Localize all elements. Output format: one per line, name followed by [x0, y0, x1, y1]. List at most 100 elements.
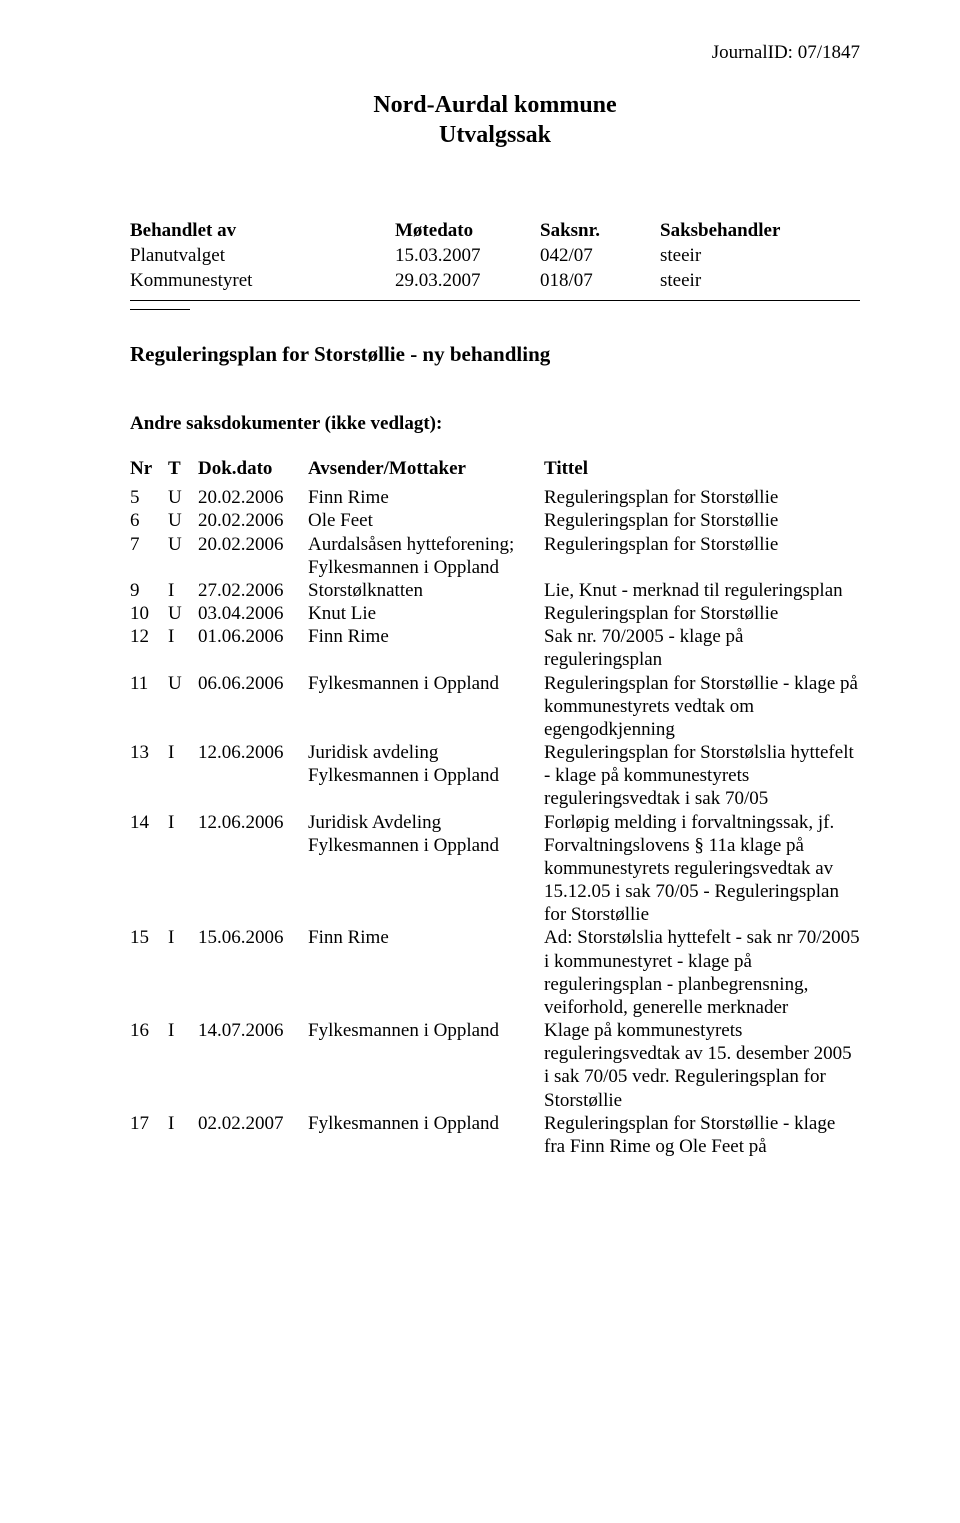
meta-head-row: Behandlet av Møtedato Saksnr. Saksbehand… — [130, 220, 860, 242]
doc-sender: Aurdalsåsen hytteforening; Fylkesmannen … — [308, 533, 544, 579]
doc-t: I — [168, 1019, 198, 1042]
doc-t: U — [168, 602, 198, 625]
documents-table: Nr T Dok.dato Avsender/Mottaker Tittel 5… — [130, 457, 860, 1158]
doc-sender: Ole Feet — [308, 509, 544, 532]
doc-head-date: Dok.dato — [198, 457, 308, 480]
doc-nr: 5 — [130, 486, 168, 509]
doc-row: 7U20.02.2006Aurdalsåsen hytteforening; F… — [130, 533, 860, 579]
doc-head-nr: Nr — [130, 457, 168, 480]
doc-head-t: T — [168, 457, 198, 480]
doc-date: 15.06.2006 — [198, 926, 308, 949]
doc-nr: 12 — [130, 625, 168, 648]
document-header: Nord-Aurdal kommune Utvalgssak — [335, 90, 655, 150]
case-title: Reguleringsplan for Storstøllie - ny beh… — [130, 342, 860, 367]
doc-t: I — [168, 741, 198, 764]
doc-date: 14.07.2006 — [198, 1019, 308, 1042]
doc-row: 12I01.06.2006Finn RimeSak nr. 70/2005 - … — [130, 625, 860, 671]
meta-table: Behandlet av Møtedato Saksnr. Saksbehand… — [130, 220, 860, 292]
doc-row: 11U06.06.2006Fylkesmannen i OpplandRegul… — [130, 672, 860, 742]
doc-sender: Knut Lie — [308, 602, 544, 625]
doc-date: 27.02.2006 — [198, 579, 308, 602]
doc-nr: 14 — [130, 811, 168, 834]
doc-title: Reguleringsplan for Storstøllie — [544, 533, 860, 556]
document-page: JournalID: 07/1847 Nord-Aurdal kommune U… — [0, 0, 960, 1523]
doc-title: Klage på kommunestyrets reguleringsvedta… — [544, 1019, 860, 1112]
doc-date: 20.02.2006 — [198, 486, 308, 509]
doc-sender: Juridisk Avdeling Fylkesmannen i Oppland — [308, 811, 544, 857]
doc-row: 5U20.02.2006Finn RimeReguleringsplan for… — [130, 486, 860, 509]
doc-title: Reguleringsplan for Storstøllie - klage … — [544, 1112, 860, 1158]
doc-nr: 6 — [130, 509, 168, 532]
meta-case-no: 018/07 — [540, 270, 660, 292]
doc-nr: 11 — [130, 672, 168, 695]
doc-title: Reguleringsplan for Storstøllie — [544, 509, 860, 532]
doc-sender: Finn Rime — [308, 486, 544, 509]
doc-nr: 9 — [130, 579, 168, 602]
doc-t: I — [168, 811, 198, 834]
doc-sender: Fylkesmannen i Oppland — [308, 672, 544, 695]
doc-sender: Finn Rime — [308, 926, 544, 949]
document-type: Utvalgssak — [335, 120, 655, 150]
meta-head-case-no: Saksnr. — [540, 220, 660, 242]
doc-title: Reguleringsplan for Storstølslia hyttefe… — [544, 741, 860, 811]
doc-title: Ad: Storstølslia hyttefelt - sak nr 70/2… — [544, 926, 860, 1019]
doc-t: U — [168, 486, 198, 509]
meta-row: Kommunestyret 29.03.2007 018/07 steeir — [130, 270, 860, 292]
meta-head-meeting-date: Møtedato — [395, 220, 540, 242]
meta-row: Planutvalget 15.03.2007 042/07 steeir — [130, 245, 860, 267]
doc-date: 02.02.2007 — [198, 1112, 308, 1135]
doc-title: Lie, Knut - merknad til reguleringsplan — [544, 579, 860, 602]
doc-sender: Fylkesmannen i Oppland — [308, 1019, 544, 1042]
doc-title: Reguleringsplan for Storstøllie — [544, 602, 860, 625]
doc-row: 16I14.07.2006Fylkesmannen i OpplandKlage… — [130, 1019, 860, 1112]
doc-title: Reguleringsplan for Storstøllie — [544, 486, 860, 509]
meta-meeting-date: 29.03.2007 — [395, 270, 540, 292]
doc-row: 13I12.06.2006Juridisk avdeling Fylkesman… — [130, 741, 860, 811]
doc-date: 03.04.2006 — [198, 602, 308, 625]
municipality-name: Nord-Aurdal kommune — [335, 90, 655, 120]
meta-case-no: 042/07 — [540, 245, 660, 267]
doc-t: U — [168, 672, 198, 695]
doc-t: U — [168, 509, 198, 532]
doc-t: I — [168, 625, 198, 648]
doc-head-title: Tittel — [544, 457, 860, 480]
doc-nr: 10 — [130, 602, 168, 625]
doc-nr: 17 — [130, 1112, 168, 1135]
doc-date: 12.06.2006 — [198, 741, 308, 764]
doc-nr: 13 — [130, 741, 168, 764]
doc-nr: 7 — [130, 533, 168, 556]
meta-head-handler: Saksbehandler — [660, 220, 860, 242]
doc-title: Forløpig melding i forvaltningssak, jf. … — [544, 811, 860, 927]
doc-nr: 16 — [130, 1019, 168, 1042]
divider-long — [130, 300, 860, 301]
doc-head-sender: Avsender/Mottaker — [308, 457, 544, 480]
meta-handled-by: Kommunestyret — [130, 270, 395, 292]
doc-date: 20.02.2006 — [198, 533, 308, 556]
doc-date: 12.06.2006 — [198, 811, 308, 834]
doc-date: 20.02.2006 — [198, 509, 308, 532]
doc-date: 01.06.2006 — [198, 625, 308, 648]
doc-t: I — [168, 579, 198, 602]
doc-sender: Storstølknatten — [308, 579, 544, 602]
meta-head-handled-by: Behandlet av — [130, 220, 395, 242]
doc-row: 6U20.02.2006Ole FeetReguleringsplan for … — [130, 509, 860, 532]
meta-meeting-date: 15.03.2007 — [395, 245, 540, 267]
doc-t: I — [168, 1112, 198, 1135]
doc-row: 17I02.02.2007Fylkesmannen i OpplandRegul… — [130, 1112, 860, 1158]
doc-sender: Juridisk avdeling Fylkesmannen i Oppland — [308, 741, 544, 787]
journal-id: JournalID: 07/1847 — [712, 42, 860, 64]
doc-title: Sak nr. 70/2005 - klage på reguleringspl… — [544, 625, 860, 671]
doc-title: Reguleringsplan for Storstøllie - klage … — [544, 672, 860, 742]
doc-sender: Fylkesmannen i Oppland — [308, 1112, 544, 1135]
doc-row: 15I15.06.2006Finn RimeAd: Storstølslia h… — [130, 926, 860, 1019]
doc-t: U — [168, 533, 198, 556]
doc-row: 10U03.04.2006Knut LieReguleringsplan for… — [130, 602, 860, 625]
meta-handled-by: Planutvalget — [130, 245, 395, 267]
doc-row: 14I12.06.2006Juridisk Avdeling Fylkesman… — [130, 811, 860, 927]
doc-sender: Finn Rime — [308, 625, 544, 648]
meta-handler: steeir — [660, 245, 860, 267]
doc-row: 9I27.02.2006StorstølknattenLie, Knut - m… — [130, 579, 860, 602]
doc-head-row: Nr T Dok.dato Avsender/Mottaker Tittel — [130, 457, 860, 480]
meta-handler: steeir — [660, 270, 860, 292]
doc-t: I — [168, 926, 198, 949]
